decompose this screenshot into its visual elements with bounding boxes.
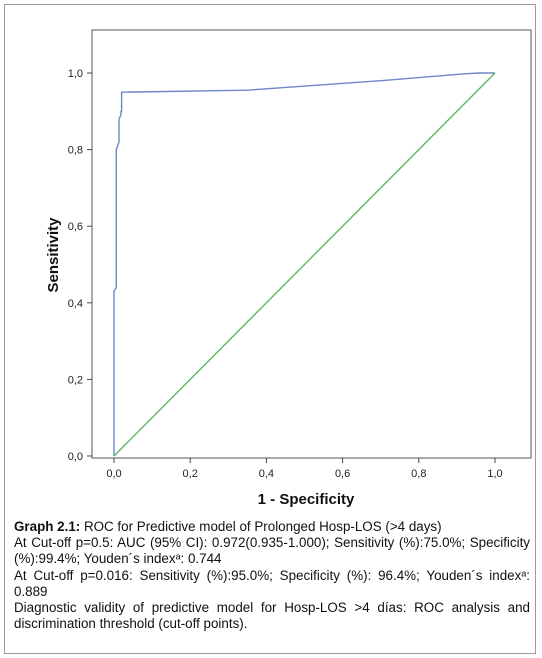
figure-caption: Graph 2.1: ROC for Predictive model of P… [14, 519, 530, 632]
y-tick-label: 0,8 [68, 145, 83, 157]
x-tick-label: 1,0 [487, 468, 502, 480]
roc-chart-svg: 0,0 0,2 0,4 0,6 0,8 1,0 0,0 0,2 0,4 0,6 0,8 1,0 1 -… [45, 29, 532, 508]
y-tick-label: 0,0 [68, 451, 83, 463]
caption-line-1: At Cut-off p=0.5: AUC (95% CI): 0.972(0.… [14, 535, 530, 567]
figure-frame [4, 4, 536, 654]
y-tick-label: 0,6 [68, 221, 83, 233]
caption-line-2: At Cut-off p=0.016: Sensitivity (%):95.0… [14, 567, 530, 599]
roc-chart: 0,0 0,2 0,4 0,6 0,8 1,0 0,0 0,2 0,4 0,6 0,8 1,0 1 -… [45, 29, 532, 508]
y-tick-label: 0,4 [68, 298, 83, 310]
plot-border [91, 29, 532, 459]
caption-title-line: Graph 2.1: ROC for Predictive model of P… [14, 519, 530, 535]
graph-title: ROC for Predictive model of Prolonged Ho… [80, 519, 442, 534]
x-tick-label: 0,8 [411, 468, 426, 480]
caption-line-3: Diagnostic validity of predictive model … [14, 600, 530, 632]
roc-curve-line [113, 72, 495, 456]
y-tick-label: 0,2 [68, 374, 83, 386]
x-axis-title: 1 - Specificity [258, 491, 355, 508]
x-tick-label: 0,2 [183, 468, 198, 480]
chart-lines [113, 72, 496, 457]
x-tick-label: 0,4 [259, 468, 274, 480]
graph-label: Graph 2.1: [14, 519, 81, 534]
x-tick-label: 0,0 [106, 468, 121, 480]
y-axis-title: Sensitivity [45, 217, 62, 293]
y-tick-label: 1,0 [68, 68, 83, 80]
axis-ticks: 0,0 0,2 0,4 0,6 0,8 1,0 0,0 0,2 0,4 0,6 0,8 1,0 [68, 68, 503, 480]
reference-diagonal-line [113, 72, 496, 457]
x-tick-label: 0,6 [335, 468, 350, 480]
